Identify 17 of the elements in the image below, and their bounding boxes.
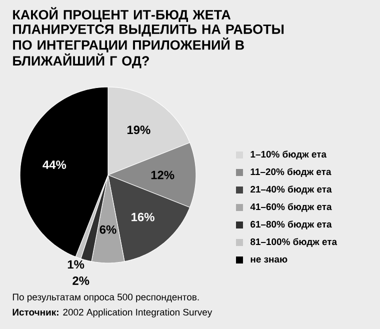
data-label: 19% bbox=[127, 126, 150, 134]
data-label: 44% bbox=[42, 160, 66, 169]
legend-label: 21–40% бюдж ета bbox=[250, 186, 332, 194]
data-label: 2% bbox=[72, 276, 90, 285]
legend-label: 81–100% бюдж ета bbox=[250, 238, 338, 247]
legend-label: 41–60% бюдж ета bbox=[250, 203, 332, 212]
data-label: 6% bbox=[100, 225, 116, 234]
legend-label: не знаю bbox=[250, 257, 288, 263]
legend-label: 61–80% бюдж ета bbox=[250, 220, 332, 230]
chart-title: КАКОЙ ПРОЦЕНТ ИТ-БЮД ЖЕТА ПЛАНИРУЕТСЯ ВЫДЕЛИТЬ НА РАБОТЫ ПО ИНТЕГРАЦИИ ПРИЛОЖЕНИЙ В БЛИЖАЙШИЙ Г ОД? bbox=[13, 7, 284, 68]
legend-label: 11–20% бюдж ета bbox=[250, 168, 332, 177]
text: По результатам опроса 500 респондентов. bbox=[12, 294, 199, 302]
data-label: 12% bbox=[151, 170, 174, 180]
text: Источник: 2002 Application Integration Survey bbox=[12, 308, 212, 318]
data-label: 1% bbox=[68, 260, 84, 269]
legend-label: 1–10% бюдж ета bbox=[250, 150, 327, 160]
data-label: 16% bbox=[132, 212, 154, 222]
